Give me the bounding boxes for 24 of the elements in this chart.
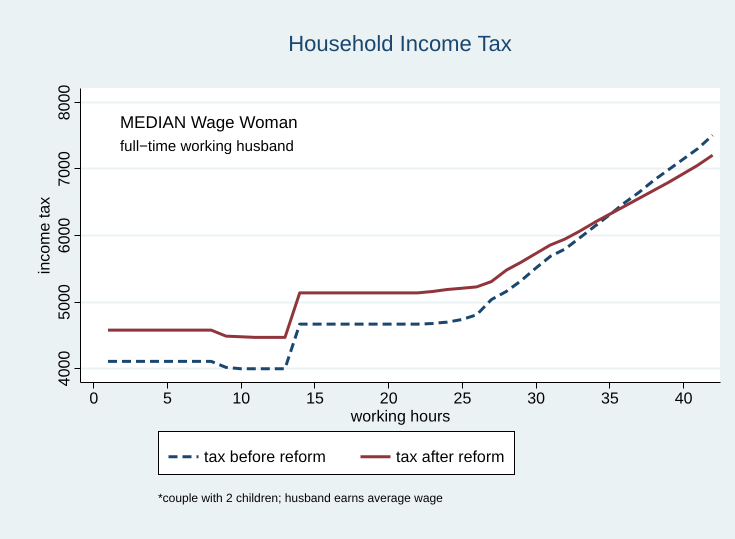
legend-label: tax before reform xyxy=(204,448,326,466)
x-tick-label: 10 xyxy=(232,390,250,408)
y-tick-label: 7000 xyxy=(56,151,74,187)
y-tick-label: 6000 xyxy=(56,218,74,254)
y-axis-title: income tax xyxy=(36,196,54,274)
x-tick-label: 25 xyxy=(454,390,472,408)
x-tick-label: 40 xyxy=(674,390,693,408)
y-tick-label: 8000 xyxy=(56,84,74,120)
text: *couple with 2 children; husband earns average wage xyxy=(158,491,444,505)
annotation: MEDIAN Wage Woman xyxy=(120,113,298,132)
x-axis-title: working hours xyxy=(350,408,450,426)
x-tick-label: 30 xyxy=(527,390,546,408)
x-tick-label: 5 xyxy=(163,390,172,408)
x-tick-label: 15 xyxy=(306,390,324,408)
line-series xyxy=(106,134,714,370)
x-tick-label: 20 xyxy=(380,390,398,408)
chart-title: Household Income Tax xyxy=(288,31,512,56)
y-tick-label: 4000 xyxy=(56,350,74,386)
line-series xyxy=(106,154,714,339)
x-tick-label: 0 xyxy=(89,390,98,408)
annotation: full−time working husband xyxy=(120,138,294,155)
y-tick-label: 5000 xyxy=(56,284,74,320)
x-tick-label: 35 xyxy=(601,390,619,408)
legend-label: tax after reform xyxy=(396,448,504,466)
